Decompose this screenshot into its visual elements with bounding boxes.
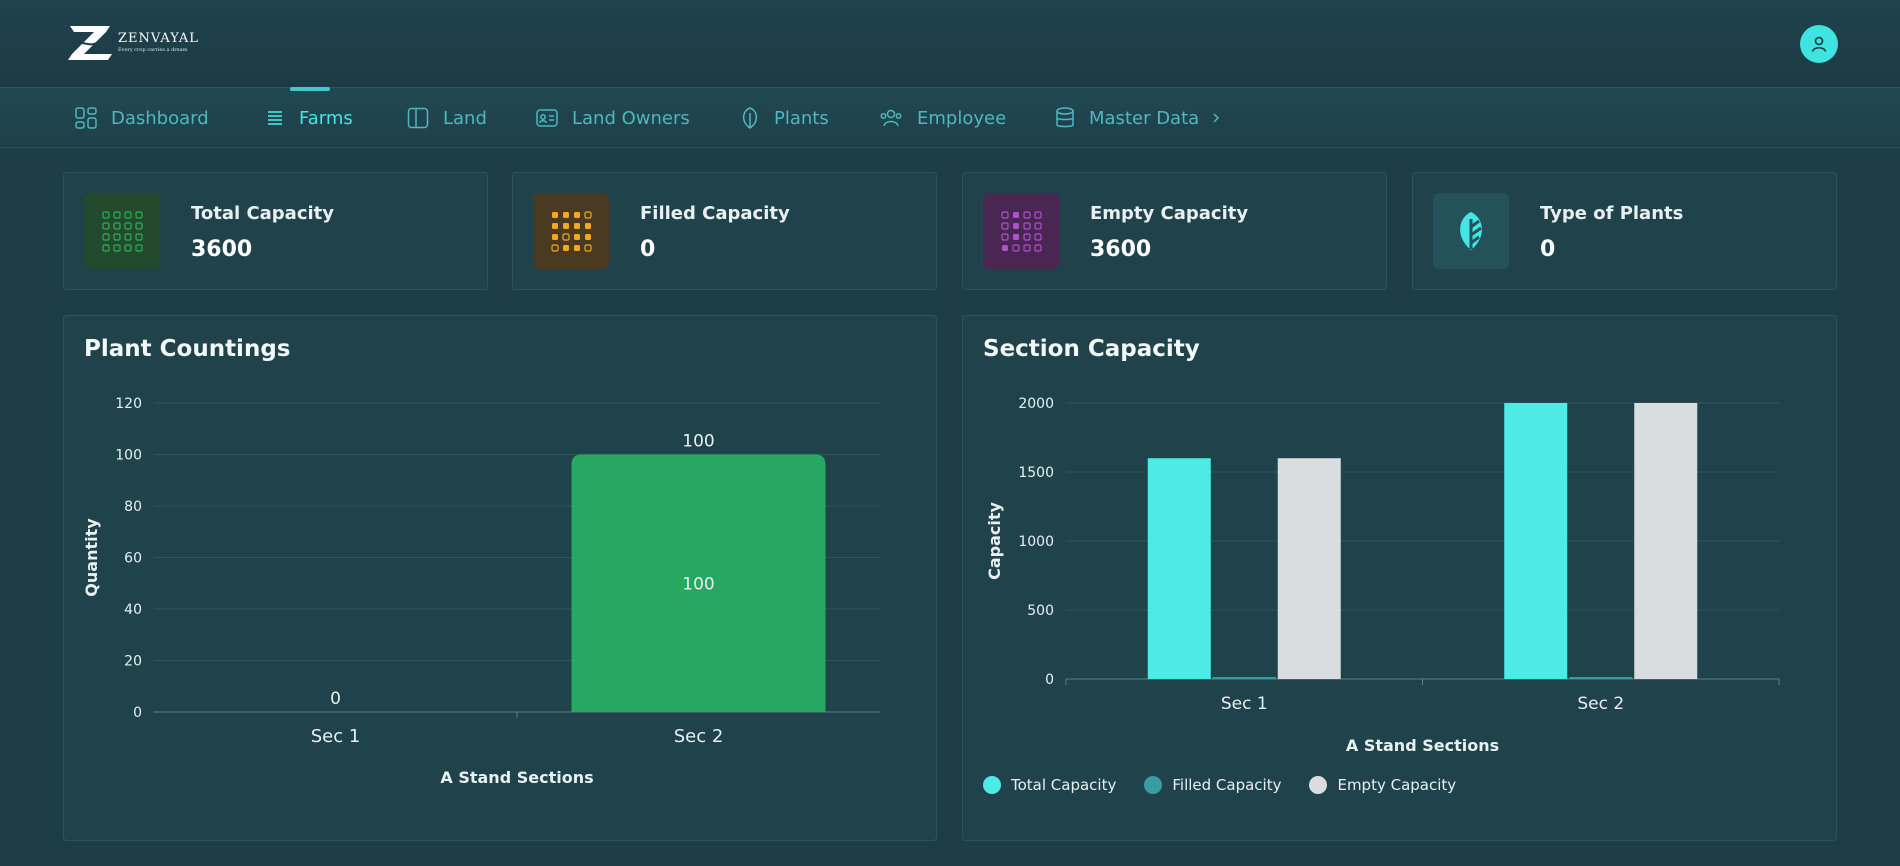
legend-item[interactable]: Total Capacity <box>983 776 1116 794</box>
stat-icon-box <box>983 193 1059 269</box>
y-tick-label: 1500 <box>1018 465 1054 481</box>
y-tick-label: 1000 <box>1018 534 1054 550</box>
bar <box>1634 403 1698 679</box>
legend-swatch <box>1144 776 1163 794</box>
y-tick-label: 500 <box>1027 603 1054 619</box>
legend-swatch <box>983 776 1001 794</box>
nav-plants[interactable]: Plants <box>740 88 829 148</box>
top-header: ZENVAYAL Every crop carries a dream <box>0 0 1900 88</box>
main-nav: Dashboard Farms Land Land Owners Plants … <box>0 88 1900 148</box>
y-tick-label: 60 <box>124 551 142 567</box>
bar-inner-label: 100 <box>682 574 714 594</box>
bar <box>1277 458 1341 679</box>
nav-label-farms: Farms <box>299 107 353 129</box>
y-tick-label: 100 <box>115 448 142 464</box>
legend-item[interactable]: Filled Capacity <box>1144 776 1281 794</box>
panel-title: Section Capacity <box>983 336 1200 362</box>
x-axis-title: A Stand Sections <box>1346 736 1499 755</box>
y-tick-label: 20 <box>124 654 142 670</box>
users-icon <box>880 109 902 127</box>
legend-label: Filled Capacity <box>1172 776 1282 794</box>
section-capacity-panel: Section Capacity 0 500 1000 1500 2000 Sec 1 Se… <box>962 315 1837 841</box>
nav-dashboard[interactable]: Dashboard <box>75 88 209 148</box>
grid-filled-icon <box>551 211 592 252</box>
x-tick-label: Sec 1 <box>311 726 361 747</box>
x-tick-label: Sec 2 <box>674 726 724 747</box>
nav-farms[interactable]: Farms <box>265 88 353 148</box>
chart-legend: Total Capacity Filled Capacity Empty Capac… <box>983 776 1484 794</box>
y-axis-title: Quantity <box>82 518 101 597</box>
id-card-icon <box>536 109 558 127</box>
nav-land-owners[interactable]: Land Owners <box>536 88 690 148</box>
panel-title: Plant Countings <box>84 336 291 362</box>
user-icon <box>1811 36 1827 52</box>
stat-card-filled-capacity: Filled Capacity 0 <box>512 172 937 290</box>
legend-item[interactable]: Empty Capacity <box>1309 776 1456 794</box>
bar <box>1504 403 1568 679</box>
x-axis-title: A Stand Sections <box>440 768 593 787</box>
stat-icon-box <box>84 193 160 269</box>
nav-land[interactable]: Land <box>407 88 487 148</box>
nav-master-data[interactable]: Master Data <box>1055 88 1223 148</box>
chevron-right-icon <box>1213 113 1220 123</box>
y-tick-label: 0 <box>1045 672 1054 688</box>
user-avatar[interactable] <box>1800 25 1838 63</box>
bar <box>571 454 826 712</box>
nav-label-employee: Employee <box>917 107 1007 129</box>
y-tick-label: 120 <box>115 396 142 412</box>
bar <box>1212 677 1276 679</box>
grid-partial-icon <box>1001 211 1042 252</box>
bar <box>1569 677 1633 679</box>
plant-countings-chart: 0 20 40 60 80 100 120 0 Sec 1 100 100 Sec 2 A Stand … <box>82 396 880 787</box>
brand-name: ZENVAYAL <box>118 31 199 46</box>
nav-label-land: Land <box>443 107 487 129</box>
x-tick-label: Sec 1 <box>1221 694 1268 714</box>
stat-card-type-of-plants: Type of Plants 0 <box>1412 172 1837 290</box>
bar <box>1147 458 1211 679</box>
stat-card-total-capacity: Total Capacity 3600 <box>63 172 488 290</box>
stat-value: 3600 <box>1090 237 1152 262</box>
y-tick-label: 0 <box>133 705 142 721</box>
stat-icon-box <box>533 193 609 269</box>
database-icon <box>1056 107 1074 128</box>
brand-logo[interactable]: ZENVAYAL Every crop carries a dream <box>66 22 199 62</box>
stat-title: Filled Capacity <box>640 203 790 224</box>
plant-countings-panel: Plant Countings 0 20 40 60 80 100 120 0 Sec 1 100… <box>63 315 937 841</box>
leaf-icon <box>742 107 758 129</box>
grid-icon <box>102 211 143 252</box>
land-icon <box>407 107 429 129</box>
nav-employee[interactable]: Employee <box>879 88 1006 148</box>
stat-value: 0 <box>1540 237 1556 262</box>
y-tick-label: 40 <box>124 602 142 618</box>
section-capacity-chart: 0 500 1000 1500 2000 Sec 1 Sec 2 A Stand Sectio… <box>985 396 1780 755</box>
nav-label-master-data: Master Data <box>1089 107 1200 129</box>
bar-value-label: 0 <box>330 689 341 709</box>
y-tick-label: 80 <box>124 499 142 515</box>
dashboard-icon <box>75 107 97 129</box>
brand-tagline: Every crop carries a dream <box>118 47 188 53</box>
legend-label: Total Capacity <box>1011 776 1117 794</box>
nav-label-land-owners: Land Owners <box>572 107 690 129</box>
active-nav-indicator <box>290 87 330 91</box>
nav-label-dashboard: Dashboard <box>111 107 209 129</box>
y-axis-title: Capacity <box>985 502 1004 580</box>
list-icon <box>268 111 282 125</box>
logo-mark-icon <box>68 26 112 60</box>
stat-title: Total Capacity <box>191 203 335 224</box>
y-tick-label: 2000 <box>1018 396 1054 412</box>
stat-value: 3600 <box>191 237 253 262</box>
x-tick-label: Sec 2 <box>1577 694 1624 714</box>
stat-card-empty-capacity: Empty Capacity 3600 <box>962 172 1387 290</box>
stat-icon-box <box>1433 193 1509 269</box>
legend-label: Empty Capacity <box>1337 776 1457 794</box>
legend-swatch <box>1309 776 1328 794</box>
bar-value-label: 100 <box>682 432 714 452</box>
stat-title: Type of Plants <box>1540 203 1684 224</box>
nav-label-plants: Plants <box>774 107 829 129</box>
stat-title: Empty Capacity <box>1090 203 1249 224</box>
stat-value: 0 <box>640 237 656 262</box>
leaf-icon <box>1460 212 1482 250</box>
